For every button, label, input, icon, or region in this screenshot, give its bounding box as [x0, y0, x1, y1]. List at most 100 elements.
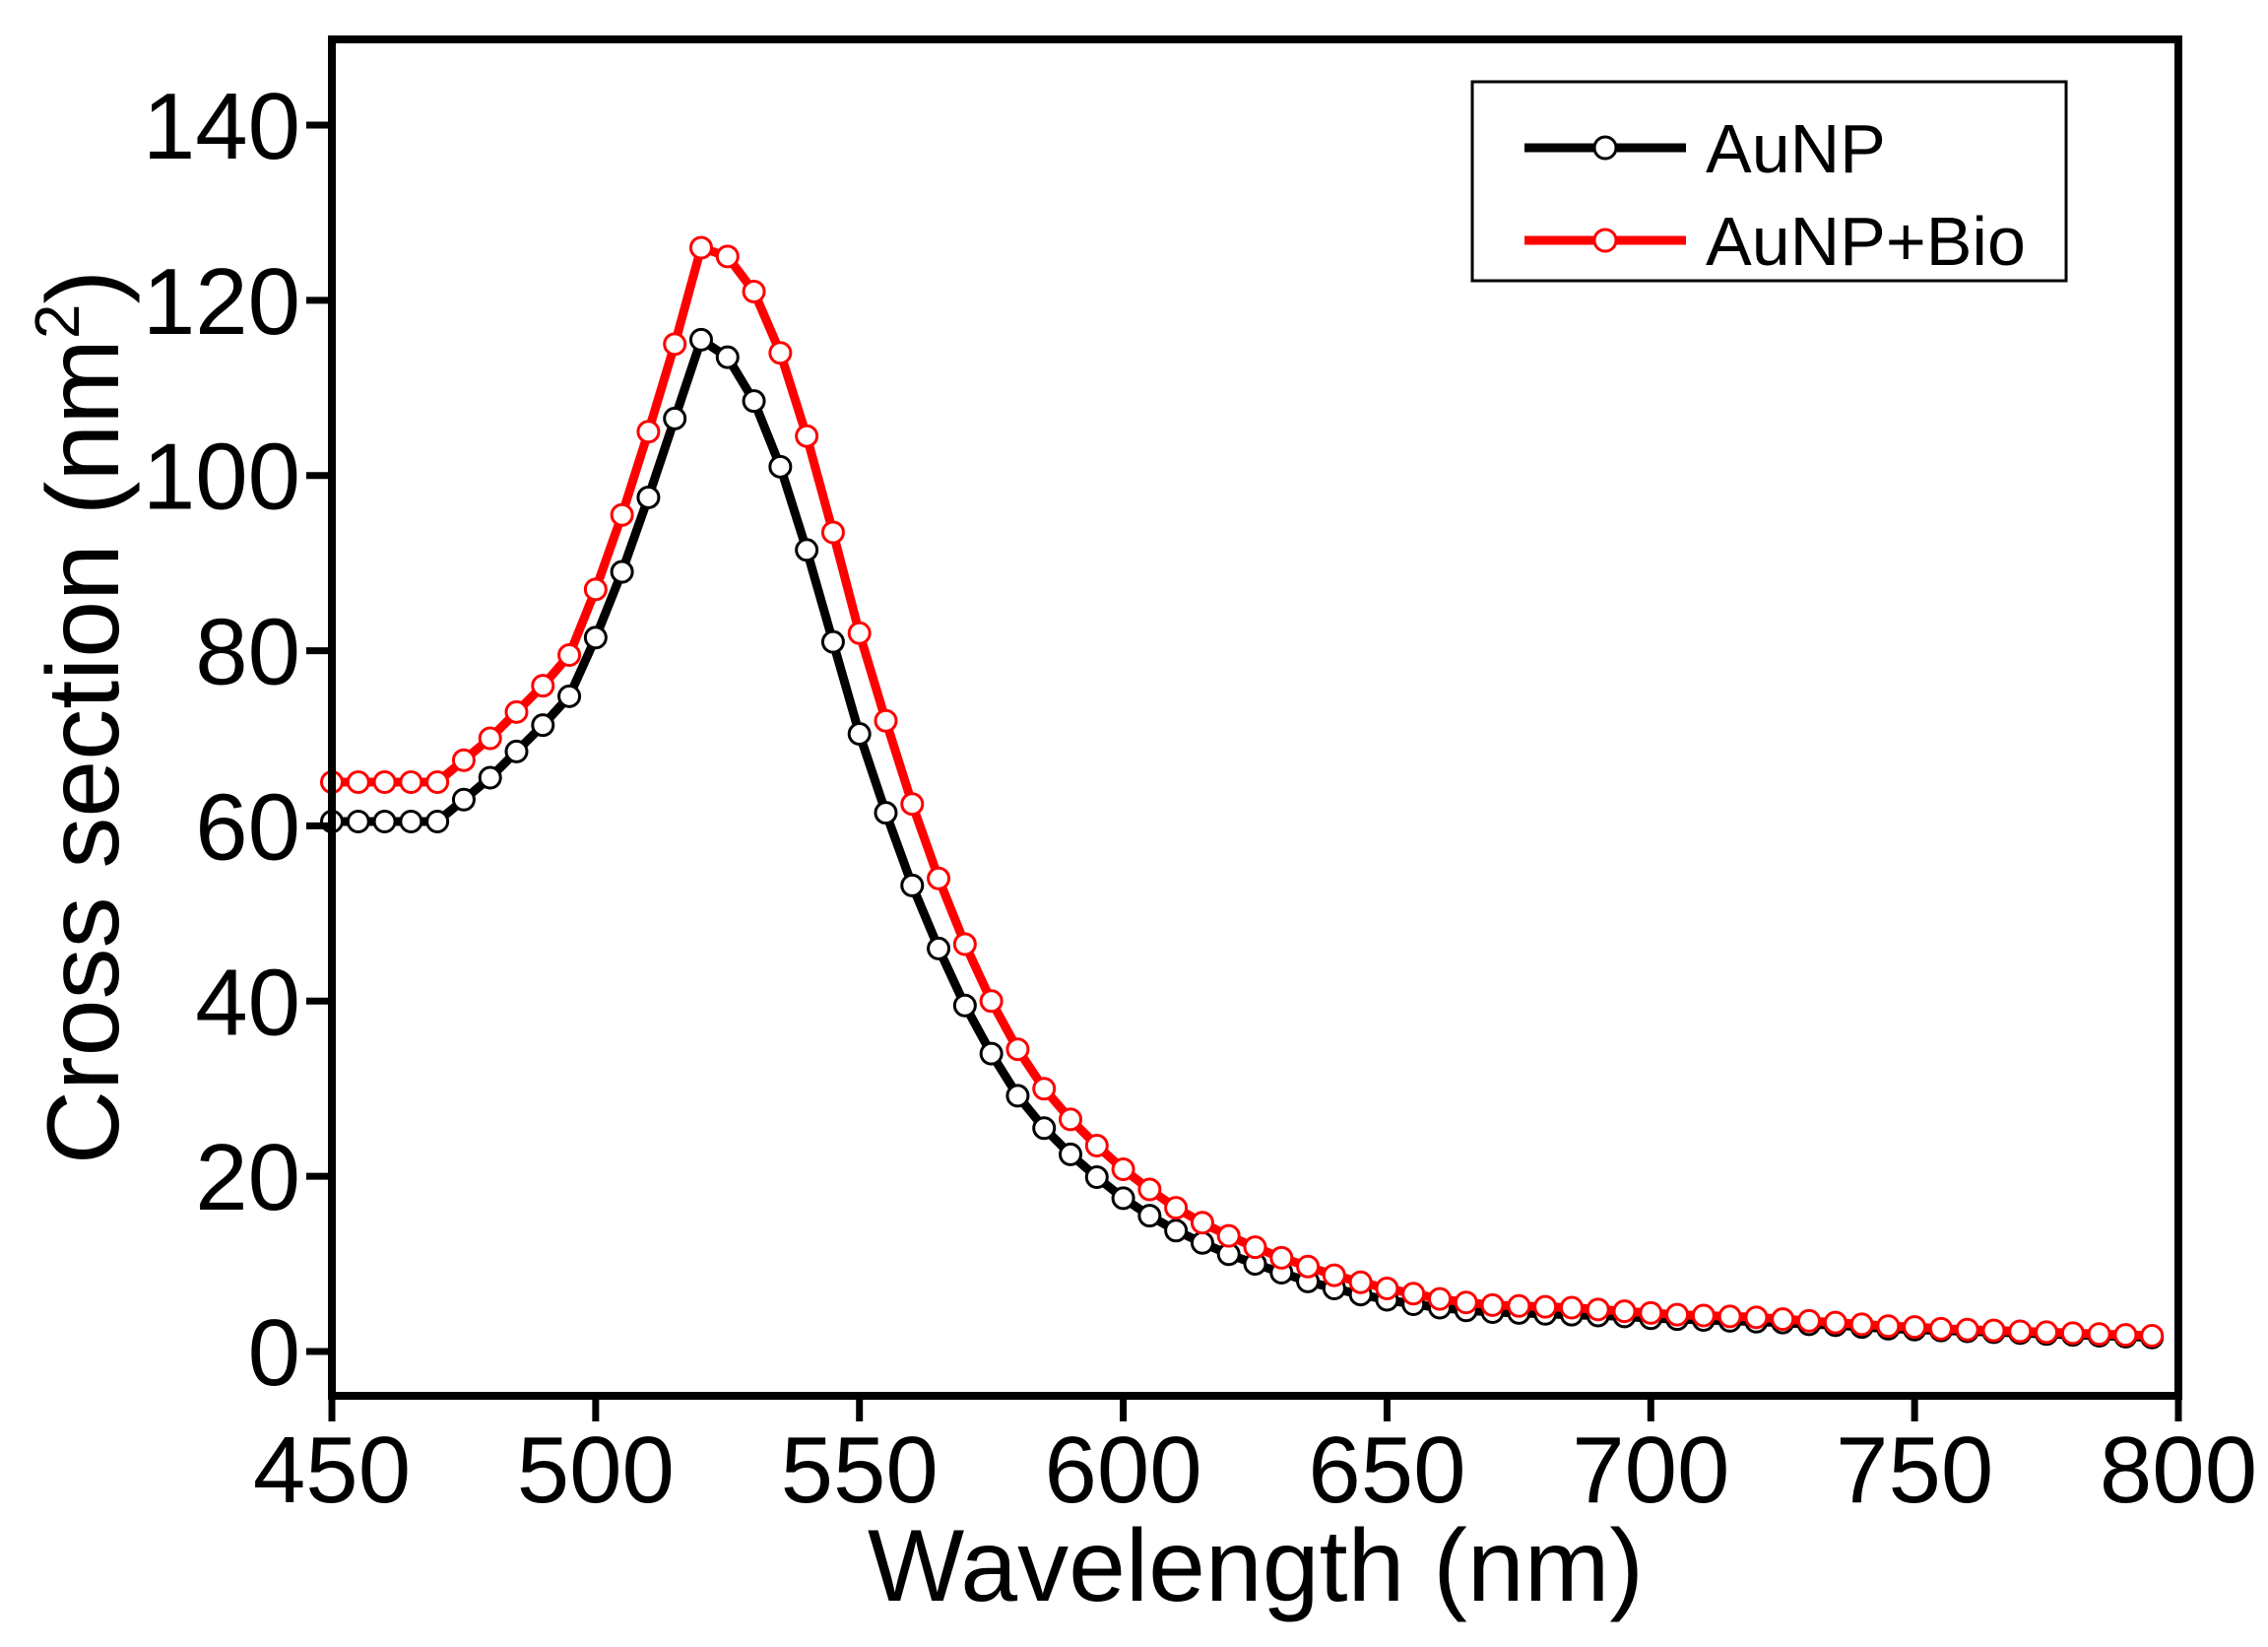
- x-tick-label: 700: [1572, 1417, 1729, 1523]
- data-point: [1084, 1165, 1109, 1190]
- data-point: [1137, 1177, 1162, 1202]
- data-point: [2140, 1323, 2165, 1348]
- data-point: [1005, 1084, 1030, 1108]
- data-point: [372, 809, 397, 833]
- x-axis-title: Wavelength (nm): [868, 1509, 1644, 1623]
- data-point: [478, 726, 502, 751]
- data-point: [1059, 1142, 1082, 1166]
- data-point: [1717, 1304, 1742, 1329]
- data-point: [1797, 1308, 1821, 1333]
- data-point: [1005, 1037, 1030, 1062]
- data-point: [1401, 1282, 1426, 1306]
- ticks-layer: 450 500 550 600 650 700 750 800 0 20 40 60 80 100 120 1…: [143, 74, 2257, 1523]
- data-point: [795, 424, 819, 448]
- data-point: [557, 643, 582, 668]
- y-axis-title-main: Cross section (nm: [27, 339, 141, 1164]
- data-point: [715, 244, 740, 269]
- data-point: [425, 769, 450, 794]
- series-aunp-bio: [320, 235, 2165, 1348]
- data-point: [1111, 1186, 1135, 1211]
- data-point: [847, 722, 872, 747]
- data-point: [1480, 1292, 1505, 1317]
- data-point: [795, 538, 819, 562]
- legend-marker: [1592, 228, 1618, 253]
- data-point: [1612, 1299, 1637, 1324]
- data-point: [1928, 1316, 1953, 1341]
- data-point: [1190, 1211, 1214, 1235]
- data-point: [1059, 1107, 1082, 1132]
- series-layer: [320, 235, 2165, 1350]
- y-axis-title: Cross section (nm2): [22, 270, 141, 1164]
- data-point: [979, 989, 1004, 1014]
- legend-marker: [1592, 135, 1618, 161]
- data-point: [1164, 1196, 1189, 1220]
- x-tick-label: 750: [1836, 1417, 1993, 1523]
- data-point: [1955, 1317, 1979, 1342]
- legend-label: AuNP: [1706, 110, 1886, 187]
- data-point: [1243, 1235, 1267, 1260]
- data-point: [1216, 1223, 1241, 1248]
- y-axis-title-superscript: 2: [22, 304, 93, 340]
- data-point: [2113, 1323, 2138, 1348]
- data-point: [1137, 1204, 1162, 1228]
- data-point: [346, 809, 370, 833]
- data-point: [1665, 1302, 1690, 1327]
- data-point: [1586, 1297, 1610, 1322]
- data-point: [663, 406, 687, 430]
- series-line: [332, 243, 2153, 1341]
- y-tick-label: 140: [143, 74, 300, 179]
- data-point: [610, 502, 634, 527]
- y-tick-label: 80: [195, 600, 300, 705]
- data-point: [2035, 1320, 2059, 1345]
- data-point: [399, 809, 423, 833]
- data-point: [952, 993, 977, 1018]
- data-point: [742, 389, 766, 414]
- data-point: [610, 560, 634, 584]
- data-point: [1533, 1294, 1558, 1319]
- data-point: [768, 341, 793, 365]
- data-point: [583, 577, 608, 602]
- data-point: [927, 936, 951, 960]
- data-point: [531, 674, 555, 698]
- data-point: [927, 866, 951, 890]
- data-point: [2087, 1322, 2111, 1347]
- data-point: [1322, 1263, 1346, 1287]
- data-point: [2060, 1321, 2085, 1346]
- data-point: [504, 699, 529, 724]
- data-point: [1903, 1315, 1927, 1340]
- data-point: [1771, 1307, 1795, 1332]
- data-point: [820, 629, 845, 654]
- data-point: [979, 1041, 1004, 1066]
- data-point: [636, 420, 661, 444]
- data-point: [1507, 1293, 1531, 1318]
- data-point: [1691, 1303, 1716, 1328]
- data-point: [1111, 1157, 1135, 1182]
- data-point: [583, 626, 608, 650]
- y-tick-label: 20: [195, 1125, 300, 1230]
- data-point: [1032, 1077, 1057, 1101]
- data-point: [372, 769, 397, 794]
- x-tick-label: 500: [517, 1417, 675, 1523]
- legend-label: AuNP+Bio: [1706, 203, 2026, 280]
- data-point: [1084, 1134, 1109, 1158]
- data-point: [689, 235, 713, 260]
- data-point: [504, 739, 529, 763]
- x-tick-label: 450: [253, 1417, 411, 1523]
- data-point: [557, 684, 582, 708]
- data-point: [346, 769, 370, 794]
- data-point: [874, 708, 898, 733]
- data-point: [1454, 1290, 1478, 1315]
- data-point: [820, 520, 845, 545]
- data-point: [1375, 1276, 1399, 1300]
- data-point: [1190, 1230, 1214, 1255]
- y-axis-title-close: ): [27, 270, 141, 304]
- data-point: [900, 873, 925, 897]
- data-point: [531, 713, 555, 738]
- data-point: [1639, 1300, 1663, 1325]
- data-point: [425, 809, 450, 833]
- y-tick-label: 100: [143, 425, 300, 530]
- data-point: [478, 765, 502, 790]
- x-tick-label: 550: [781, 1417, 939, 1523]
- data-point: [636, 485, 661, 509]
- y-tick-label: 40: [195, 950, 300, 1055]
